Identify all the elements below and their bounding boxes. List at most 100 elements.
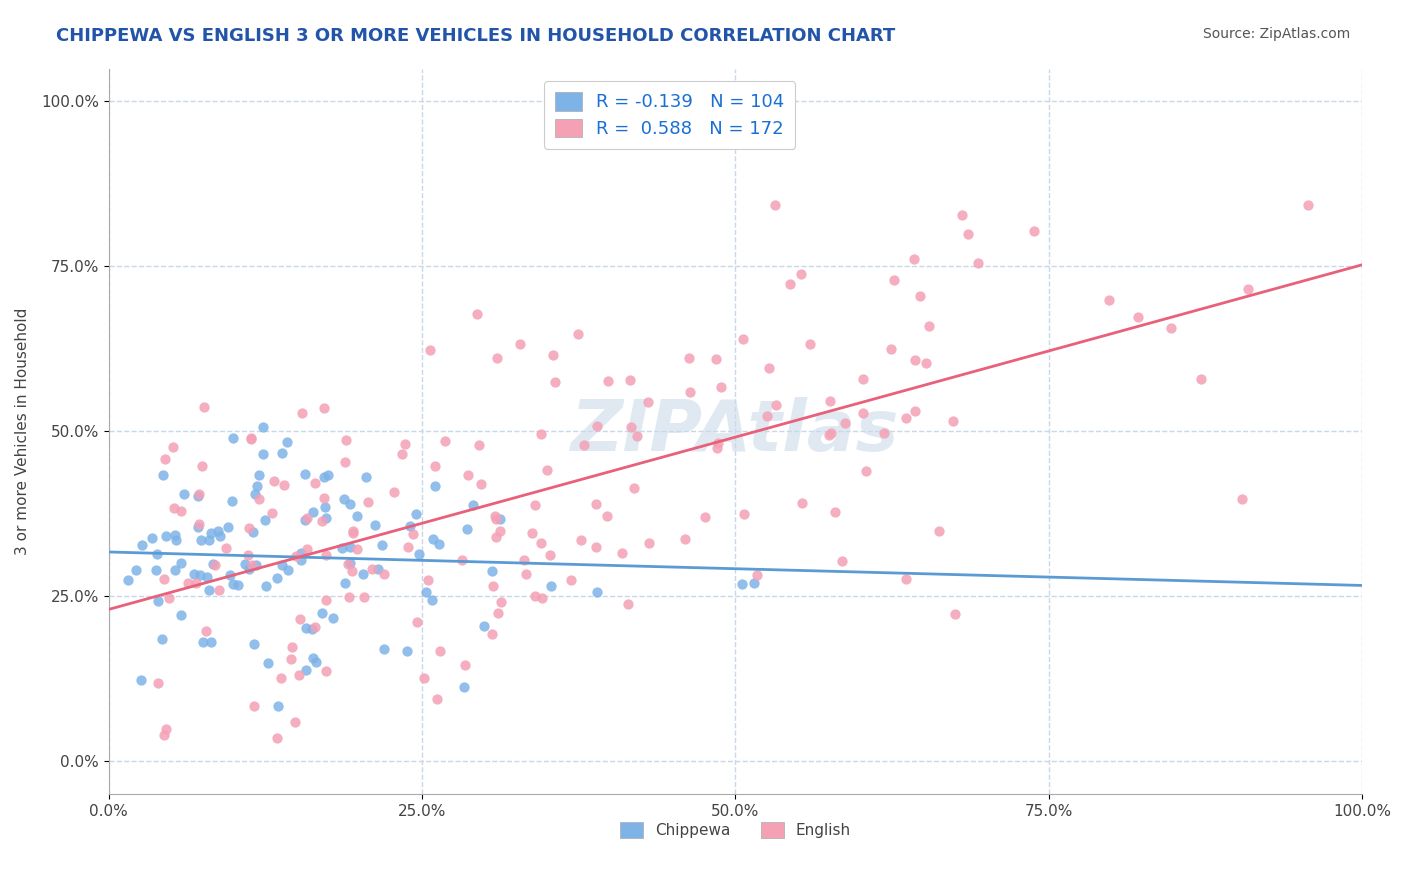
Point [779,277,801,291]
Point [790,496,813,510]
Point [187,489,209,503]
Point [194,624,217,639]
Point [585,584,607,599]
Point [316,467,339,482]
Point [524,589,547,603]
Point [530,426,553,441]
Point [270,445,292,459]
Point [413,671,436,685]
Point [820,426,842,441]
Point [204,558,226,573]
Point [270,671,292,685]
Point [918,318,941,333]
Point [616,597,638,611]
Point [536,463,558,477]
Y-axis label: 3 or more Vehicles in Household: 3 or more Vehicles in Household [15,308,30,555]
Point [943,607,966,621]
Point [173,487,195,501]
Point [679,385,702,400]
Point [335,576,357,591]
Point [190,533,212,548]
Point [904,353,927,368]
Point [195,570,218,584]
Point [710,380,733,394]
Point [332,541,354,555]
Point [356,469,378,483]
Point [243,698,266,713]
Point [191,459,214,474]
Point [291,406,314,420]
Point [340,564,363,578]
Point [678,351,700,365]
Point [165,533,187,548]
Point [569,533,592,547]
Point [394,436,416,450]
Point [434,434,457,449]
Point [238,521,260,535]
Point [295,621,318,635]
Point [233,557,256,571]
Point [465,307,488,321]
Point [904,403,927,417]
Point [903,252,925,266]
Point [280,640,302,655]
Point [457,468,479,483]
Point [420,593,443,607]
Point [353,590,375,604]
Point [481,565,503,579]
Point [157,591,180,606]
Point [337,590,360,604]
Point [304,475,326,490]
Point [198,582,221,597]
Point [183,567,205,582]
Point [883,273,905,287]
Point [246,478,269,492]
Point [252,447,274,461]
Point [129,673,152,687]
Point [288,612,311,626]
Point [277,563,299,577]
Point [142,801,165,815]
Point [191,635,214,649]
Point [170,504,193,518]
Point [541,348,564,362]
Point [125,563,148,577]
Point [824,504,846,518]
Point [596,508,619,523]
Point [297,541,319,556]
Point [873,425,896,440]
Point [294,467,316,482]
Point [544,376,567,390]
Point [515,566,537,581]
Point [252,420,274,434]
Point [894,572,917,586]
Point [524,498,547,512]
Point [335,434,357,448]
Point [339,540,361,554]
Point [367,562,389,576]
Point [260,506,283,520]
Point [346,508,368,523]
Point [763,198,786,212]
Point [215,541,238,555]
Point [117,573,139,587]
Point [266,731,288,746]
Point [198,533,221,548]
Point [315,548,337,562]
Point [758,361,780,376]
Point [742,576,765,591]
Point [396,541,419,555]
Point [337,557,360,571]
Point [1160,320,1182,334]
Point [733,508,755,522]
Point [333,454,356,468]
Point [187,520,209,534]
Point [391,447,413,461]
Point [222,431,245,445]
Point [295,663,318,677]
Point [267,698,290,713]
Point [311,607,333,621]
Point [131,538,153,552]
Point [482,579,505,593]
Point [765,398,787,412]
